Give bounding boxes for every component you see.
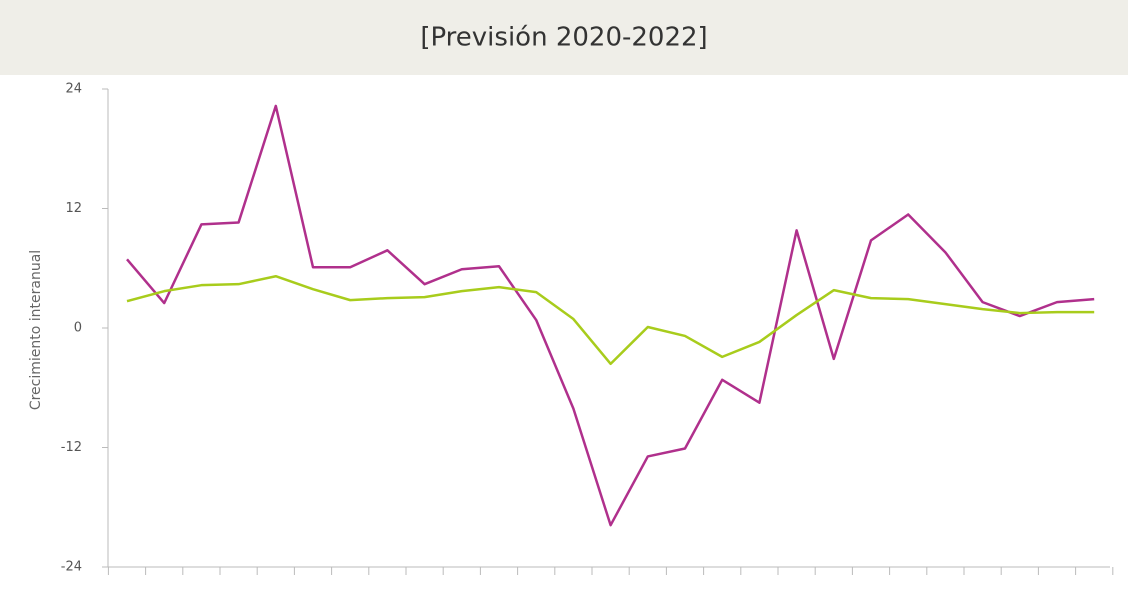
- header-band: [0, 0, 1128, 75]
- y-tick-label: 12: [65, 201, 82, 216]
- series-line: [126, 274, 1095, 366]
- y-tick-label: 0: [74, 321, 82, 336]
- y-axis-label: Crecimiento interanual: [28, 250, 44, 410]
- series-line: [126, 104, 1095, 527]
- chart-subtitle: [Previsión 2020-2022]: [420, 23, 707, 53]
- y-tick-label: -24: [61, 560, 82, 575]
- y-tick-label: -12: [61, 440, 82, 455]
- y-tick-label: 24: [65, 82, 82, 97]
